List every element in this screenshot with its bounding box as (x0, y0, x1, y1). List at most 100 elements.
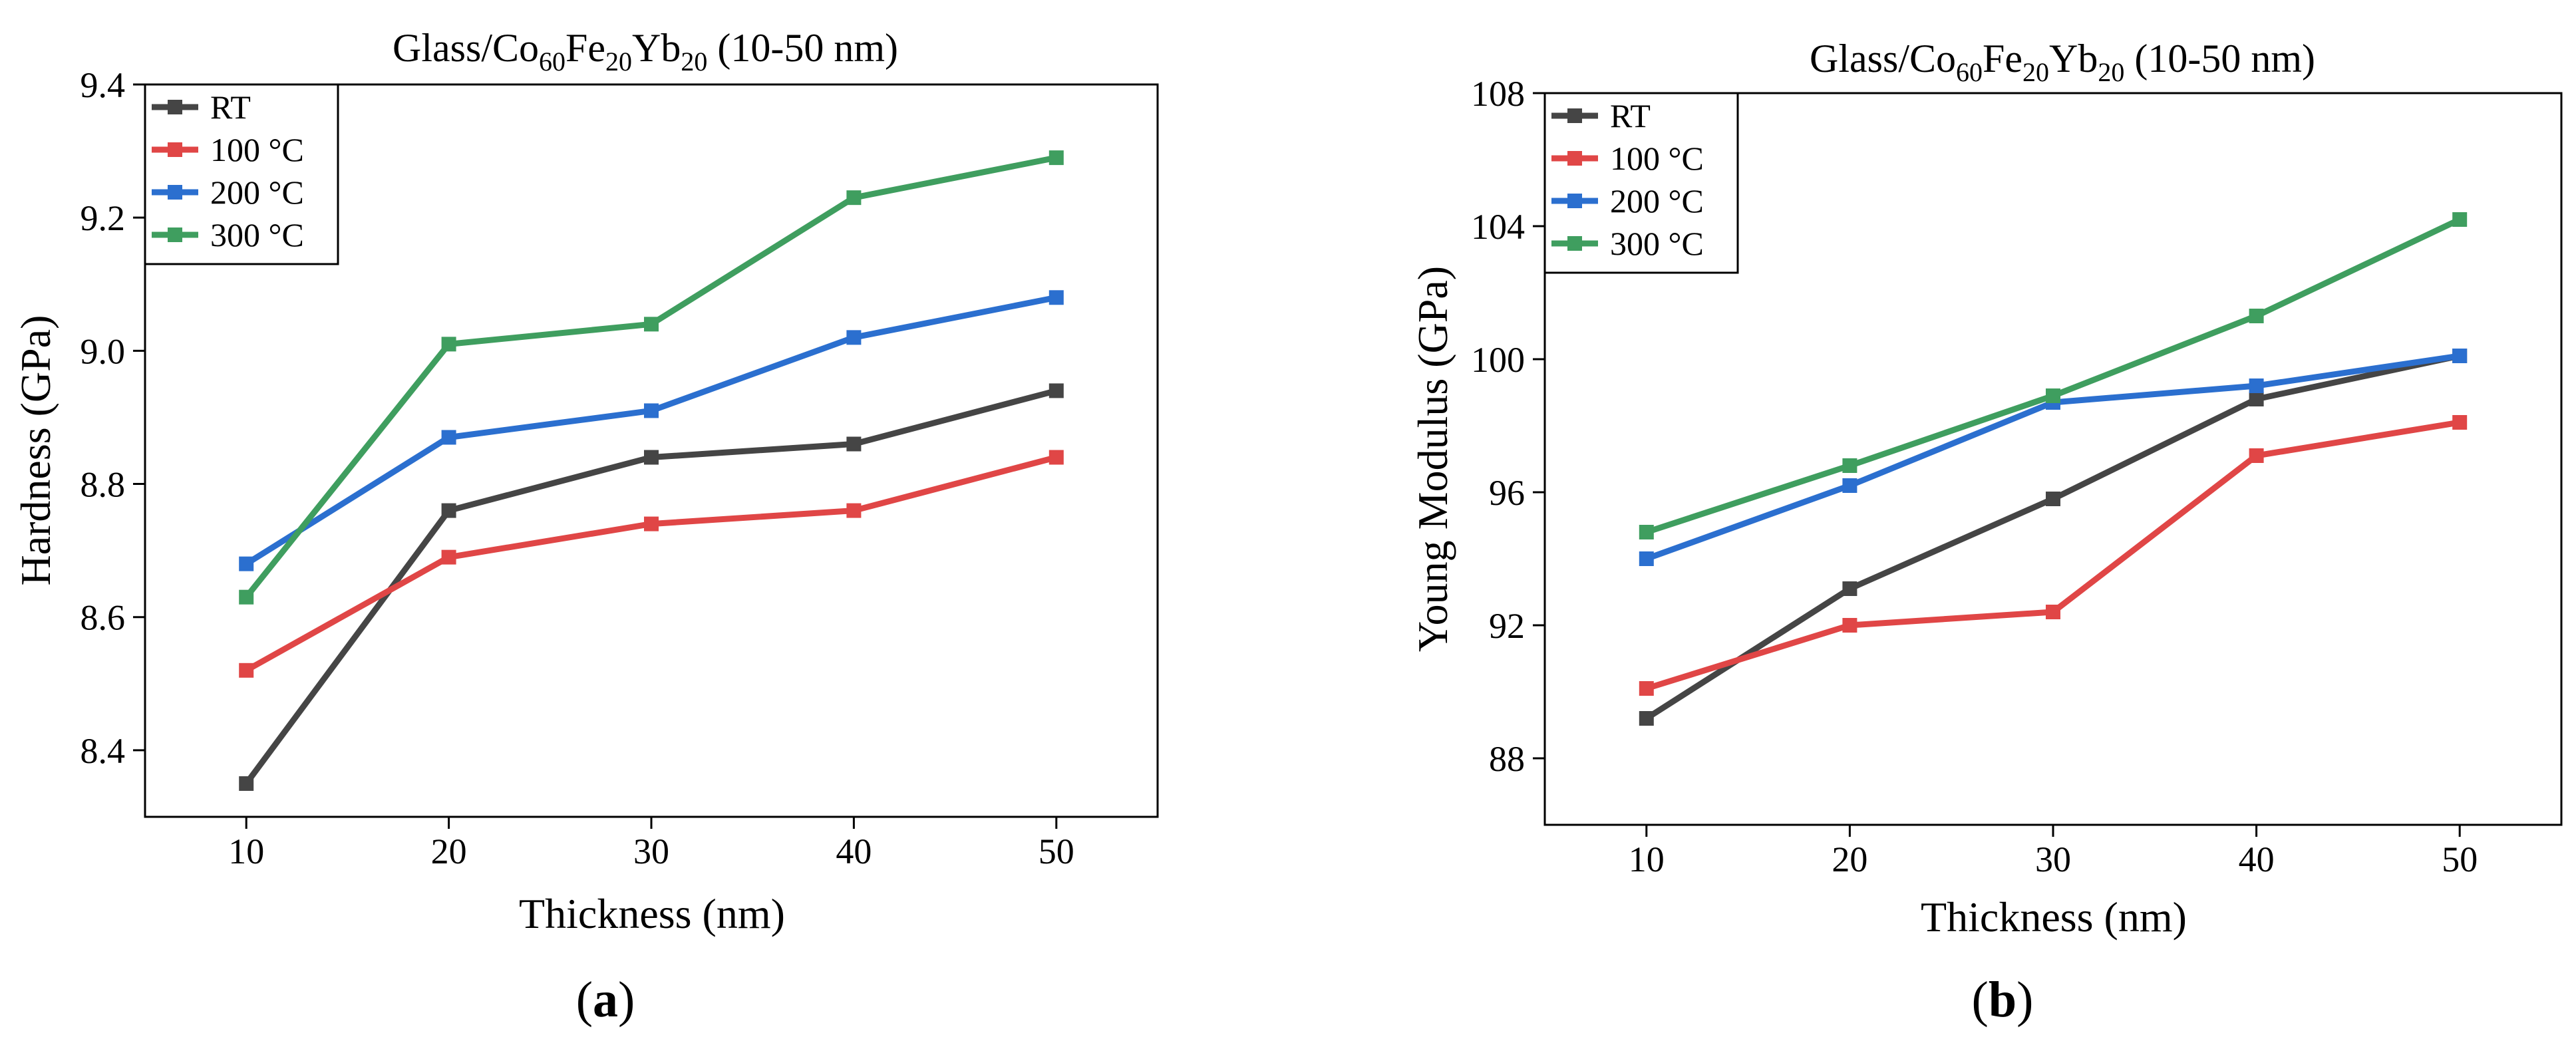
data-point (1842, 618, 1857, 633)
data-point (1639, 525, 1654, 539)
y-tick-label: 100 (1471, 340, 1525, 380)
title-text: (10-50 nm) (2124, 37, 2315, 80)
series-3 (1639, 212, 2468, 539)
data-point (2046, 605, 2060, 619)
data-point (441, 430, 456, 445)
data-point (239, 663, 254, 678)
panel-paren-close: ) (618, 972, 635, 1028)
title-text: Glass/Co (393, 26, 539, 70)
x-tick-label: 10 (228, 831, 264, 871)
legend-label: RT (210, 88, 251, 126)
x-axis-label: Thickness (nm) (519, 890, 785, 937)
panel-paren-open: ( (576, 972, 593, 1028)
panel-label: (b) (1972, 972, 2034, 1028)
x-tick-label: 30 (633, 831, 669, 871)
data-point (846, 190, 862, 206)
y-tick-label: 92 (1489, 606, 1525, 646)
legend-label: 300 °C (210, 216, 304, 253)
data-point (846, 436, 862, 452)
title-subscript: 20 (2098, 57, 2124, 87)
legend-label: 200 °C (210, 174, 304, 211)
data-point (239, 589, 254, 605)
series-1 (239, 450, 1064, 678)
legend-label: 300 °C (1610, 225, 1704, 262)
x-tick-label: 30 (2035, 839, 2071, 879)
data-point (644, 317, 659, 332)
data-point (1048, 383, 1064, 398)
title-text: Yb (2049, 37, 2098, 80)
data-point (644, 450, 659, 465)
series-line (1645, 353, 2460, 562)
data-point (441, 549, 456, 565)
legend: RT 100 °C 200 °C 300 °C (144, 83, 339, 265)
y-axis-label: Hardness (GPa) (12, 315, 59, 586)
series-3 (239, 150, 1064, 605)
data-point (2046, 492, 2060, 506)
y-tick-label: 9.2 (80, 198, 126, 238)
title-text: Fe (565, 26, 605, 70)
data-point (1842, 581, 1857, 596)
title-text: Glass/Co (1810, 37, 1956, 80)
data-point (2046, 388, 2060, 403)
y-tick-label: 88 (1489, 739, 1525, 779)
data-point (846, 330, 862, 345)
legend-marker (168, 185, 182, 200)
data-point (1639, 711, 1654, 726)
legend-marker (1567, 151, 1582, 166)
panel-letter: b (1989, 972, 2016, 1028)
x-tick-label: 20 (1832, 839, 1867, 879)
data-point (239, 776, 254, 791)
legend: RT 100 °C 200 °C 300 °C (1543, 92, 1739, 274)
legend-label: 200 °C (1610, 182, 1704, 220)
data-point (1842, 458, 1857, 473)
chart-title: Glass/Co60Fe20Yb20 (10-50 nm) (1810, 37, 2315, 87)
series-line (1645, 419, 2460, 692)
title-text: Fe (1983, 37, 2022, 80)
data-point (1048, 450, 1064, 465)
data-point (2249, 392, 2264, 406)
x-tick-label: 50 (2442, 839, 2478, 879)
y-tick-label: 8.6 (80, 598, 126, 638)
chart-panel-a: 8.4 8.6 8.8 9.0 9.2 9.4 10 20 30 40 50 Glass/Co60Fe… (12, 26, 1159, 1028)
y-tick-label: 8.8 (80, 465, 126, 505)
title-text: Yb (632, 26, 681, 70)
y-tick-label: 104 (1471, 207, 1525, 247)
data-point (1639, 681, 1654, 696)
legend-marker (168, 100, 182, 114)
title-subscript: 20 (2022, 57, 2049, 87)
data-point (239, 556, 254, 571)
y-axis-label: Young Modulus (GPa) (1409, 266, 1456, 652)
legend-marker (168, 142, 182, 157)
panel-paren-open: ( (1972, 972, 1989, 1028)
data-point (441, 503, 456, 518)
series-line (243, 154, 1057, 599)
series-line (1645, 353, 2461, 721)
x-tick-label: 20 (431, 831, 467, 871)
data-point (1048, 290, 1064, 305)
data-point (846, 503, 862, 518)
y-tick-label: 9.4 (80, 65, 126, 105)
title-subscript: 20 (605, 47, 632, 76)
y-tick-label: 9.0 (80, 331, 126, 371)
legend-marker (1567, 194, 1582, 208)
title-subscript: 60 (1956, 57, 1983, 87)
series-1 (1639, 415, 2468, 696)
y-tick-label: 108 (1471, 74, 1525, 114)
legend-label: 100 °C (1610, 140, 1704, 177)
data-point (2452, 415, 2468, 430)
legend-marker (168, 227, 182, 242)
data-point (644, 516, 659, 531)
chart-title: Glass/Co60Fe20Yb20 (10-50 nm) (393, 26, 898, 76)
y-tick-label: 96 (1489, 473, 1525, 513)
y-tick-label: 8.4 (80, 731, 126, 771)
data-point (441, 337, 456, 352)
legend-marker (1567, 108, 1582, 123)
data-point (2452, 349, 2468, 363)
series-0 (239, 383, 1064, 791)
series-2 (239, 290, 1064, 571)
legend-label: RT (1610, 97, 1651, 134)
x-tick-label: 10 (1629, 839, 1665, 879)
title-text: (10-50 nm) (707, 26, 898, 70)
panel-paren-close: ) (2016, 972, 2033, 1028)
